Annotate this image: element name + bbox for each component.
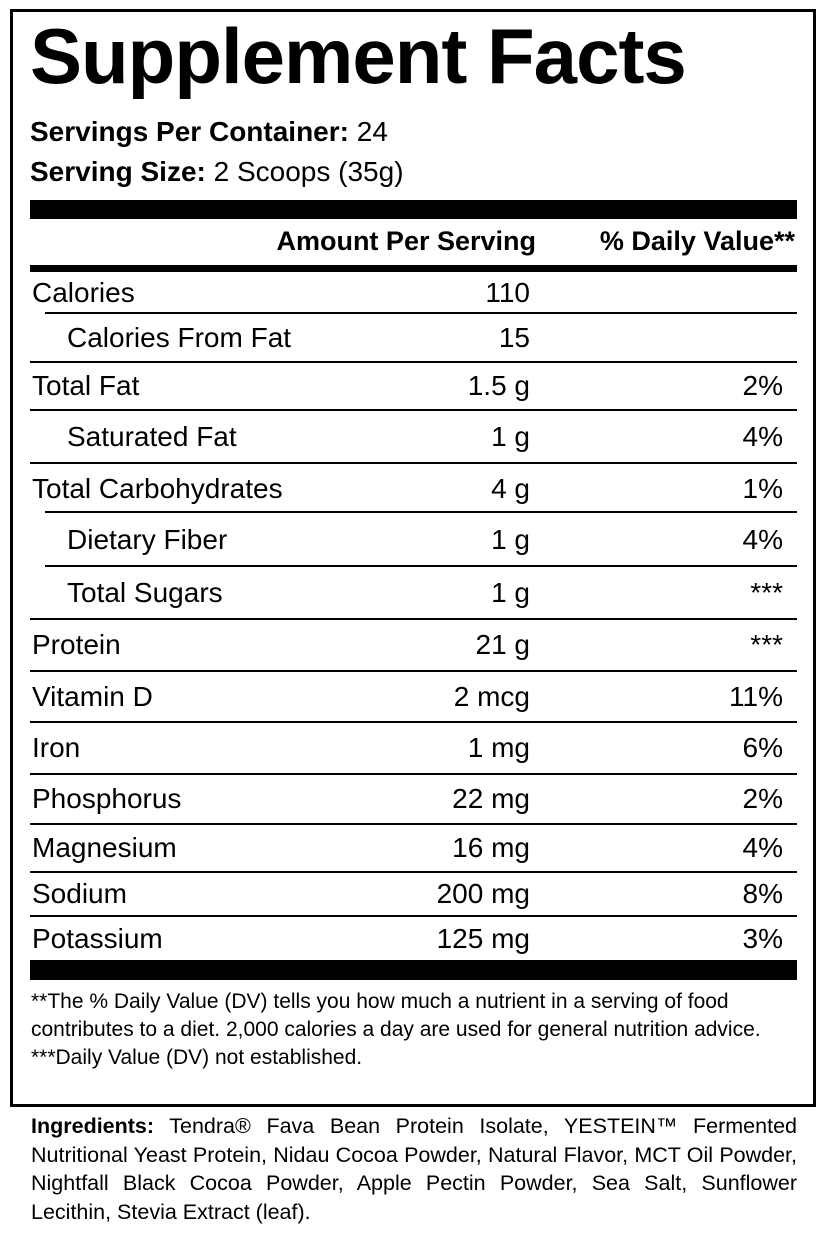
nutrient-dv: 2%: [742, 783, 783, 814]
header-divider: [30, 265, 797, 272]
nutrient-name: Magnesium: [32, 832, 177, 863]
nutrient-amount: 2 mcg: [453, 680, 530, 712]
nutrient-amount: 1 g: [491, 420, 530, 452]
nutrient-amount: 200 mg: [436, 878, 530, 909]
footnotes: **The % Daily Value (DV) tells you how m…: [31, 988, 801, 1072]
nutrient-amount: 4 g: [491, 472, 530, 504]
nutrient-dv: 4%: [742, 524, 783, 555]
nutrient-row: Vitamin D 2 mcg 11%: [30, 672, 797, 723]
bottom-thick-divider: [30, 960, 797, 980]
thick-divider: [30, 200, 797, 219]
nutrient-name: Total Fat: [32, 370, 140, 401]
servings-value: 24: [356, 116, 388, 147]
nutrient-amount: 1.5 g: [467, 370, 530, 401]
nutrient-row: Sodium 200 mg 8%: [30, 873, 797, 917]
nutrient-dv: 2%: [742, 370, 783, 401]
serving-size: Serving Size: 2 Scoops (35g): [30, 156, 404, 188]
dv-footnote: **The % Daily Value (DV) tells you how m…: [31, 990, 761, 1041]
nutrient-name: Dietary Fiber: [67, 524, 228, 555]
nutrient-dv: 4%: [742, 420, 783, 452]
nutrient-row: Total Sugars 1 g ***: [30, 567, 797, 620]
amount-header: Amount Per Serving: [276, 226, 536, 256]
nutrient-row: Saturated Fat 1 g 4%: [30, 411, 797, 464]
nutrient-amount: 21 g: [475, 629, 531, 660]
ingredients: Ingredients: Tendra® Fava Bean Protein I…: [31, 1112, 797, 1226]
nutrient-row: Dietary Fiber 1 g 4%: [30, 513, 797, 567]
nutrient-name: Iron: [32, 732, 81, 763]
servings-label: Servings Per Container:: [30, 116, 349, 147]
nutrient-name: Saturated Fat: [67, 420, 237, 452]
nutrient-row: Total Carbohydrates 4 g 1%: [30, 464, 797, 513]
nutrient-row: Calories From Fat 15: [30, 314, 797, 363]
nutrient-row: Total Fat 1.5 g 2%: [30, 363, 797, 411]
nutrient-amount: 1 g: [491, 524, 530, 555]
nutrient-name: Total Sugars: [67, 576, 223, 608]
nutrient-name: Vitamin D: [32, 680, 153, 712]
nutrient-amount: 110: [485, 277, 530, 308]
nutrient-amount: 1 g: [491, 576, 530, 608]
nutrient-name: Potassium: [32, 922, 163, 954]
nutrient-amount: 16 mg: [452, 832, 530, 863]
nutrient-name: Total Carbohydrates: [32, 472, 283, 504]
nutrient-name: Sodium: [32, 878, 127, 909]
facts-panel: [10, 9, 816, 1107]
nutrient-row: Calories 110: [30, 272, 797, 314]
nutrient-row: Potassium 125 mg 3%: [30, 917, 797, 960]
nutrient-dv: 3%: [742, 922, 783, 954]
panel-title: Supplement Facts: [30, 12, 687, 100]
nutrient-row: Iron 1 mg 6%: [30, 723, 797, 775]
nutrient-row: Magnesium 16 mg 4%: [30, 825, 797, 873]
nutrient-name: Protein: [32, 629, 121, 660]
nutrient-row: Protein 21 g ***: [30, 620, 797, 672]
nutrient-amount: 15: [498, 321, 530, 353]
ingredients-text: Tendra® Fava Bean Protein Isolate, YESTE…: [31, 1114, 797, 1224]
dv-header: % Daily Value**: [599, 226, 795, 256]
nutrient-dv: ***: [750, 629, 783, 660]
nutrient-dv: 11%: [729, 680, 783, 712]
nutrient-amount: 22 mg: [452, 783, 530, 814]
nutrient-dv: 6%: [742, 732, 783, 763]
column-header: Amount Per Serving % Daily Value**: [30, 226, 797, 262]
nutrient-dv: 4%: [742, 832, 783, 863]
nutrient-table: Calories 110 Calories From Fat 15 Total Fa…: [30, 272, 797, 960]
serving-size-value: 2 Scoops (35g): [213, 156, 404, 187]
nutrient-dv: 8%: [742, 878, 783, 909]
nutrient-name: Calories From Fat: [67, 321, 292, 353]
nutrient-name: Calories: [32, 277, 135, 308]
nutrient-dv: 1%: [742, 472, 783, 504]
nutrient-amount: 125 mg: [436, 922, 530, 954]
servings-per-container: Servings Per Container: 24: [30, 116, 388, 148]
nutrient-amount: 1 mg: [467, 732, 530, 763]
serving-size-label: Serving Size:: [30, 156, 206, 187]
ingredients-label: Ingredients:: [31, 1114, 155, 1138]
not-established-footnote: ***Daily Value (DV) not established.: [31, 1046, 363, 1069]
nutrient-row: Phosphorus 22 mg 2%: [30, 775, 797, 825]
nutrient-name: Phosphorus: [32, 783, 182, 814]
nutrient-dv: ***: [750, 576, 783, 608]
